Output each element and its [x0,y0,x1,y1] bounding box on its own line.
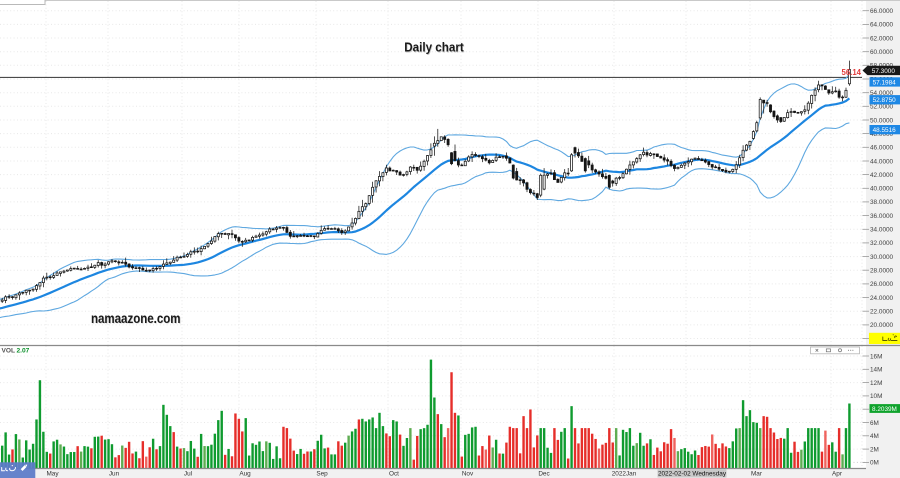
svg-text:52.0000: 52.0000 [870,104,894,111]
svg-text:Mar: Mar [751,470,763,477]
svg-text:namaazone.com: namaazone.com [91,311,181,326]
svg-text:38.0000: 38.0000 [870,199,894,206]
svg-text:Dec: Dec [538,470,550,477]
svg-text:30.0000: 30.0000 [870,254,894,261]
svg-text:52.8750: 52.8750 [873,97,897,104]
svg-text:Aug: Aug [239,470,251,477]
svg-text:48.5516: 48.5516 [873,127,897,134]
svg-text:12M: 12M [870,380,882,387]
svg-text:44.0000: 44.0000 [870,158,894,165]
svg-text:14M: 14M [870,367,882,374]
svg-text:64.0000: 64.0000 [870,22,894,29]
svg-text:Nov: Nov [462,470,474,477]
svg-text:Apr: Apr [832,470,843,477]
svg-text:0M: 0M [870,460,879,467]
svg-text:May: May [46,470,59,477]
svg-text:28.0000: 28.0000 [870,268,894,275]
svg-text:4M: 4M [870,433,879,440]
svg-text:16M: 16M [870,353,882,360]
svg-text:40.0000: 40.0000 [870,186,894,193]
svg-text:Oct: Oct [389,470,399,477]
svg-text:Daily chart: Daily chart [404,40,464,55]
svg-text:24.0000: 24.0000 [870,295,894,302]
svg-text:54.0000: 54.0000 [870,90,894,97]
svg-text:56.14: 56.14 [841,68,861,77]
svg-text:36.0000: 36.0000 [870,213,894,220]
svg-text:46.0000: 46.0000 [870,145,894,152]
svg-text:66.0000: 66.0000 [870,8,894,15]
svg-text:Daily chart: Daily chart [405,40,465,55]
svg-text:namaazone.com: namaazone.com [92,312,182,327]
svg-text:57.1984: 57.1984 [873,79,897,86]
svg-text:50.0000: 50.0000 [870,117,894,124]
svg-text:2022Jan: 2022Jan [612,470,637,477]
svg-text:8.2039M: 8.2039M [872,406,897,413]
svg-text:VOL: VOL [2,347,16,354]
svg-text:42.0000: 42.0000 [870,172,894,179]
svg-text:2M: 2M [870,446,879,453]
svg-text:Jun: Jun [109,470,120,477]
svg-text:Jul: Jul [184,470,192,477]
svg-text:48.0000: 48.0000 [870,131,894,138]
svg-text:2022-02-02 Wednesday: 2022-02-02 Wednesday [658,470,727,477]
svg-text:26.0000: 26.0000 [870,281,894,288]
svg-text:20.0000: 20.0000 [870,322,894,329]
svg-text:6M: 6M [870,420,879,427]
svg-text:10M: 10M [870,393,882,400]
svg-text:22.0000: 22.0000 [870,309,894,316]
svg-text:Sep: Sep [316,470,328,477]
svg-text:32.0000: 32.0000 [870,240,894,247]
svg-text:34.0000: 34.0000 [870,227,894,234]
svg-text:60.0000: 60.0000 [870,49,894,56]
svg-text:2.07: 2.07 [17,347,30,354]
svg-text:57.3000: 57.3000 [872,68,896,75]
svg-text:62.0000: 62.0000 [870,35,894,42]
